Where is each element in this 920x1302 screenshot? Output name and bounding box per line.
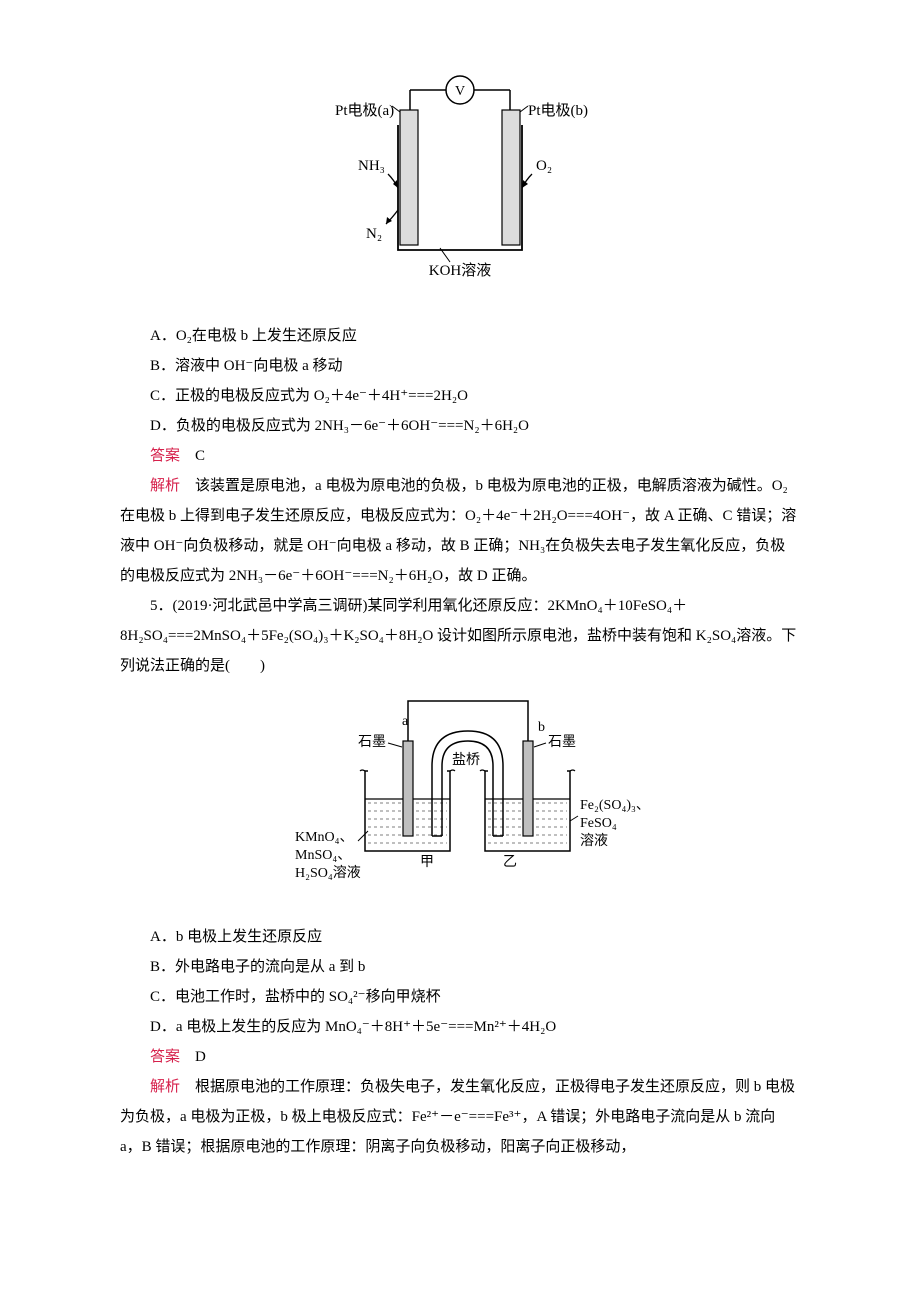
- figure-salt-bridge-cell: a b 石墨 石墨 盐桥 甲 乙 KMnO₄、 MnSO₄、 H₂SO₄溶液 F…: [120, 691, 800, 902]
- q5-explain-text: 根据原电池的工作原理：负极失电子，发生氧化反应，正极得电子发生还原反应，则 b …: [120, 1079, 795, 1155]
- q5-answer-label: 答案: [150, 1049, 180, 1065]
- q5-answer: 答案 D: [120, 1042, 800, 1072]
- figure-ammonia-fuel-cell: V Pt电极(a) Pt电极(b) NH₃ N₂ O₂ KOH溶液: [120, 70, 800, 301]
- n2-label: N₂: [366, 226, 382, 242]
- q5-option-c: C．电池工作时，盐桥中的 SO₄²⁻移向甲烧杯: [120, 982, 800, 1012]
- electrode-a-label: Pt电极(a): [335, 102, 394, 119]
- a-label: a: [402, 714, 409, 729]
- q4-explain-label: 解析: [150, 478, 180, 494]
- q4-option-d: D．负极的电极反应式为 2NH₃－6e⁻＋6OH⁻===N₂＋6H₂O: [120, 411, 800, 441]
- left-sol-1: KMnO₄、: [295, 830, 354, 845]
- q4-option-c: C．正极的电极反应式为 O₂＋4e⁻＋4H⁺===2H₂O: [120, 381, 800, 411]
- b-label: b: [538, 720, 545, 735]
- graphite-b-label: 石墨: [548, 735, 576, 750]
- q5-explain-label: 解析: [150, 1079, 180, 1095]
- q4-answer-value: C: [195, 448, 205, 464]
- voltmeter-label: V: [455, 84, 465, 99]
- electrode-b-label: Pt电极(b): [528, 102, 588, 119]
- o2-label: O₂: [536, 158, 552, 174]
- q4-answer-label: 答案: [150, 448, 180, 464]
- salt-bridge-label: 盐桥: [452, 752, 480, 768]
- jia-label: 甲: [420, 855, 434, 870]
- q4-option-b: B．溶液中 OH⁻向电极 a 移动: [120, 351, 800, 381]
- left-sol-3: H₂SO₄溶液: [295, 865, 361, 881]
- q4-answer: 答案 C: [120, 441, 800, 471]
- left-sol-2: MnSO₄、: [295, 848, 351, 863]
- right-sol-3: 溶液: [580, 833, 608, 849]
- nh3-label: NH₃: [358, 158, 385, 174]
- koh-label: KOH溶液: [429, 262, 492, 279]
- q4-explain-text: 该装置是原电池，a 电极为原电池的负极，b 电极为原电池的正极，电解质溶液为碱性…: [120, 478, 796, 584]
- figure-1-svg: V Pt电极(a) Pt电极(b) NH₃ N₂ O₂ KOH溶液: [300, 70, 620, 290]
- q5-option-d: D．a 电极上发生的反应为 MnO₄⁻＋8H⁺＋5e⁻===Mn²⁺＋4H₂O: [120, 1012, 800, 1042]
- q5-answer-value: D: [195, 1049, 206, 1065]
- q4-explanation: 解析 该装置是原电池，a 电极为原电池的负极，b 电极为原电池的正极，电解质溶液…: [120, 471, 800, 591]
- q5-option-a: A．b 电极上发生还原反应: [120, 922, 800, 952]
- graphite-a-label: 石墨: [358, 735, 386, 750]
- right-sol-2: FeSO₄: [580, 816, 617, 831]
- q5-explanation: 解析 根据原电池的工作原理：负极失电子，发生氧化反应，正极得电子发生还原反应，则…: [120, 1072, 800, 1162]
- q5-option-b: B．外电路电子的流向是从 a 到 b: [120, 952, 800, 982]
- q5-stem: 5．(2019·河北武邑中学高三调研)某同学利用氧化还原反应：2KMnO₄＋10…: [120, 591, 800, 681]
- figure-2-svg: a b 石墨 石墨 盐桥 甲 乙 KMnO₄、 MnSO₄、 H₂SO₄溶液 F…: [250, 691, 670, 891]
- yi-label: 乙: [503, 854, 517, 870]
- q4-option-a: A．O₂在电极 b 上发生还原反应: [120, 321, 800, 351]
- right-sol-1: Fe₂(SO₄)₃、: [580, 798, 650, 813]
